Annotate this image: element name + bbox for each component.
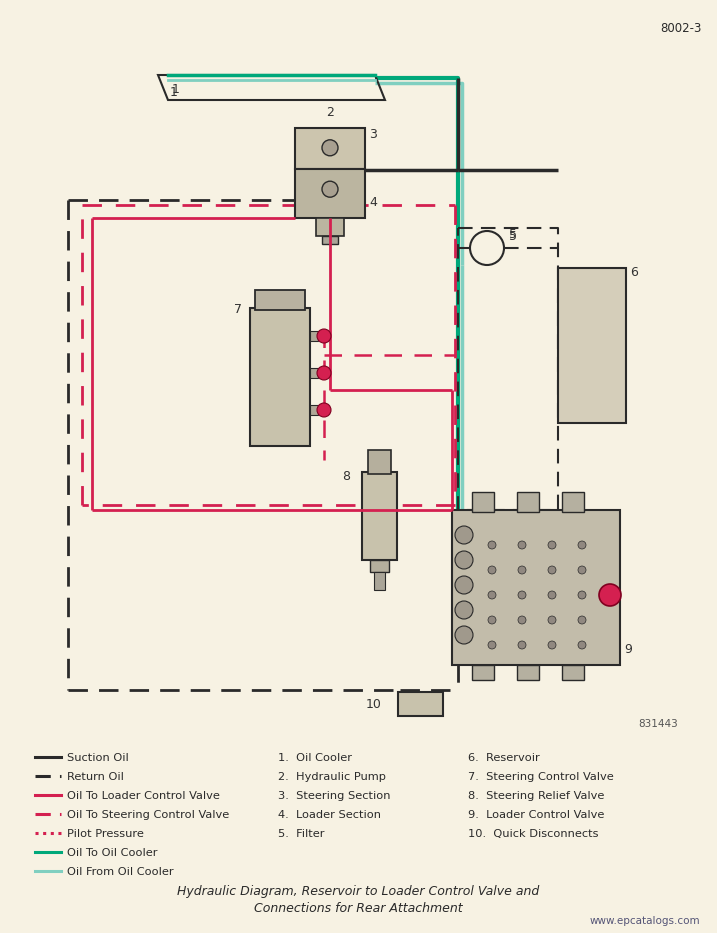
Text: 1: 1 (170, 86, 178, 99)
Text: 10: 10 (366, 698, 382, 711)
Bar (452, 510, 620, 665)
Bar (517, 492, 539, 512)
Circle shape (488, 541, 496, 549)
Circle shape (518, 591, 526, 599)
Circle shape (599, 584, 621, 606)
Bar (562, 665, 584, 680)
Circle shape (455, 551, 473, 569)
Circle shape (488, 616, 496, 624)
Bar (472, 492, 494, 512)
Circle shape (578, 591, 586, 599)
Bar (517, 665, 539, 680)
Bar (374, 572, 385, 590)
Text: 10.  Quick Disconnects: 10. Quick Disconnects (468, 829, 599, 839)
Text: Oil To Oil Cooler: Oil To Oil Cooler (67, 848, 158, 858)
Bar (316, 218, 344, 236)
Circle shape (548, 566, 556, 574)
Text: 7: 7 (234, 303, 242, 316)
Circle shape (548, 591, 556, 599)
Circle shape (518, 616, 526, 624)
Text: 6.  Reservoir: 6. Reservoir (468, 753, 540, 763)
Circle shape (518, 541, 526, 549)
Circle shape (322, 140, 338, 156)
Bar (310, 405, 318, 415)
Circle shape (455, 526, 473, 544)
Text: 3.  Steering Section: 3. Steering Section (278, 791, 391, 801)
Text: Connections for Rear Attachment: Connections for Rear Attachment (254, 901, 462, 914)
Text: 8: 8 (342, 470, 350, 483)
Text: Suction Oil: Suction Oil (67, 753, 129, 763)
Bar (322, 236, 338, 244)
Circle shape (578, 541, 586, 549)
Circle shape (548, 641, 556, 649)
Text: Oil To Steering Control Valve: Oil To Steering Control Valve (67, 810, 229, 820)
Text: 9: 9 (624, 643, 632, 656)
Bar (558, 268, 626, 423)
Text: 1.  Oil Cooler: 1. Oil Cooler (278, 753, 352, 763)
Circle shape (518, 641, 526, 649)
Text: 4.  Loader Section: 4. Loader Section (278, 810, 381, 820)
Text: Oil From Oil Cooler: Oil From Oil Cooler (67, 867, 174, 877)
Bar (310, 368, 318, 378)
Circle shape (317, 403, 331, 417)
Circle shape (578, 641, 586, 649)
Bar (295, 169, 365, 218)
Text: www.epcatalogs.com: www.epcatalogs.com (589, 916, 700, 926)
Text: 8.  Steering Relief Valve: 8. Steering Relief Valve (468, 791, 604, 801)
Text: 3: 3 (369, 128, 377, 141)
Bar (562, 492, 584, 512)
Text: Oil To Loader Control Valve: Oil To Loader Control Valve (67, 791, 220, 801)
Text: 5: 5 (509, 228, 517, 241)
Circle shape (578, 566, 586, 574)
Text: 9.  Loader Control Valve: 9. Loader Control Valve (468, 810, 604, 820)
Circle shape (455, 576, 473, 594)
Bar (398, 692, 443, 716)
Bar (250, 308, 310, 446)
Text: Pilot Pressure: Pilot Pressure (67, 829, 144, 839)
Bar (370, 560, 389, 572)
Circle shape (578, 616, 586, 624)
Circle shape (488, 591, 496, 599)
Circle shape (317, 329, 331, 343)
Circle shape (518, 566, 526, 574)
Circle shape (548, 541, 556, 549)
Bar (362, 472, 397, 560)
Text: 5.  Filter: 5. Filter (278, 829, 325, 839)
Bar (295, 128, 365, 169)
Text: 8002-3: 8002-3 (660, 22, 701, 35)
Text: 1: 1 (172, 83, 180, 96)
Text: 4: 4 (369, 196, 377, 209)
Text: 831443: 831443 (638, 719, 678, 729)
Circle shape (322, 181, 338, 197)
Bar (368, 450, 391, 474)
Text: 6: 6 (630, 266, 638, 279)
Circle shape (548, 616, 556, 624)
Bar (255, 290, 305, 310)
Text: 7.  Steering Control Valve: 7. Steering Control Valve (468, 772, 614, 782)
Text: Hydraulic Diagram, Reservoir to Loader Control Valve and: Hydraulic Diagram, Reservoir to Loader C… (177, 885, 539, 898)
Text: 5: 5 (509, 230, 517, 243)
Text: 2: 2 (326, 106, 334, 119)
Bar (310, 331, 318, 341)
Bar (472, 665, 494, 680)
Circle shape (455, 601, 473, 619)
Circle shape (455, 626, 473, 644)
Circle shape (488, 566, 496, 574)
Circle shape (488, 641, 496, 649)
Text: 2.  Hydraulic Pump: 2. Hydraulic Pump (278, 772, 386, 782)
Circle shape (317, 366, 331, 380)
Text: Return Oil: Return Oil (67, 772, 124, 782)
